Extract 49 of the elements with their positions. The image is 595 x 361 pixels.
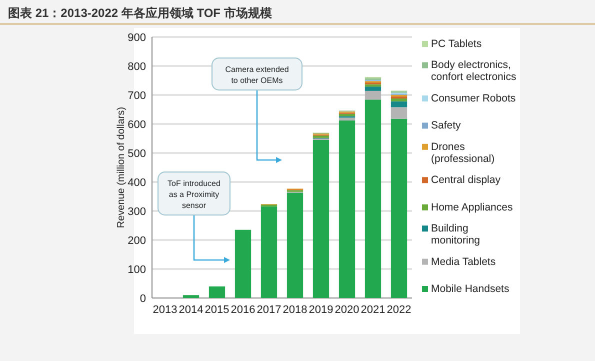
bar — [364, 90, 382, 100]
x-tick-label: 2016 — [230, 304, 256, 316]
y-tick-label: 900 — [128, 32, 146, 44]
y-tick-label: 800 — [128, 61, 146, 73]
y-tick-label: 500 — [128, 148, 146, 160]
x-tick-label: 2018 — [282, 304, 308, 316]
bar — [390, 101, 408, 108]
legend-label: Home Appliances — [431, 201, 513, 214]
y-tick-label: 300 — [128, 206, 146, 218]
legend-label: Drones (professional) — [431, 140, 495, 165]
y-tick-label: 600 — [128, 119, 146, 131]
bar — [338, 120, 356, 298]
annotation: ToF introduced as a Proximity sensor — [168, 179, 220, 210]
y-tick-label: 700 — [128, 90, 146, 102]
x-tick-label: 2022 — [386, 304, 412, 316]
bar — [208, 286, 226, 298]
legend-label: Consumer Robots — [431, 92, 516, 104]
legend-label: Safety — [431, 120, 462, 132]
bar — [286, 192, 304, 298]
legend-label: Body electronics, confort electronics — [431, 59, 516, 84]
x-tick-label: 2015 — [204, 304, 230, 316]
x-tick-label: 2021 — [360, 304, 386, 316]
bar — [364, 100, 382, 298]
x-tick-label: 2014 — [178, 304, 204, 316]
bar — [312, 140, 330, 298]
bar — [338, 118, 356, 121]
x-tick-label: 2017 — [256, 304, 282, 316]
chart-title: 图表 21：2013-2022 年各应用领域 TOF 市场规模 — [8, 6, 272, 20]
y-tick-label: 200 — [128, 235, 146, 247]
bar — [364, 86, 382, 91]
bar — [390, 98, 408, 102]
y-tick-label: 0 — [140, 293, 146, 305]
legend-label: Mobile Handsets — [431, 283, 510, 295]
legend-label: Media Tablets — [431, 256, 496, 268]
y-tick-label: 400 — [128, 177, 146, 189]
y-axis-title: Revenue (million of dollars) — [116, 106, 127, 228]
bar — [390, 107, 408, 119]
legend-label: Central display — [431, 174, 502, 186]
bar — [182, 295, 200, 298]
x-tick-label: 2019 — [308, 304, 334, 316]
bar — [260, 206, 278, 298]
bar — [390, 118, 408, 298]
y-tick-label: 100 — [128, 264, 146, 276]
bar — [234, 230, 252, 298]
legend-label: Building monitoring — [431, 222, 480, 247]
legend-label: PC Tablets — [431, 38, 482, 50]
x-tick-label: 2013 — [152, 304, 178, 316]
annotation: Camera extended to other OEMs — [225, 65, 289, 85]
x-tick-label: 2020 — [334, 304, 360, 316]
